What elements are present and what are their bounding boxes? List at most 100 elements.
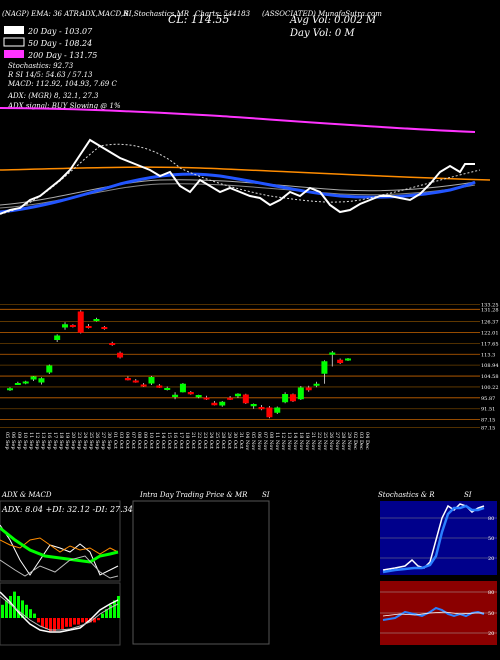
price-tick-label: 133.25: [481, 302, 499, 308]
date-tick-label: 23 Oct: [202, 432, 208, 449]
stochastics-si: SI: [464, 491, 472, 499]
price-tick-label: 95.87: [481, 396, 495, 402]
price-tick-label: 87.15: [481, 418, 495, 424]
price-tick-label: 113.3: [481, 352, 495, 358]
date-tick-label: 19 Nov: [304, 432, 310, 450]
stochastics-rsi-panel: Stochastics & R SI 80 50 20 80 50 20: [378, 491, 497, 645]
date-tick-label: 11 Oct: [154, 432, 160, 449]
date-tick-label: 18 Oct: [184, 432, 190, 449]
date-tick-label: 05 Sep: [4, 432, 10, 450]
candlesticks: [7, 310, 351, 419]
ema-gray-line-1: [0, 179, 476, 206]
macd-line: [0, 591, 119, 633]
candlestick: [305, 385, 312, 392]
macd-histogram-bar: [45, 618, 48, 629]
price-gridlines: [0, 303, 480, 429]
adx-macd-panel: ADX & MACD ADX: 8.04 +DI: 32.12 -DI: 27.…: [0, 491, 133, 646]
header-ema: (NAGP) EMA: 36 ATR:: [2, 10, 81, 18]
date-tick-label: 28 Nov: [340, 432, 346, 450]
rsi-label-50: 50: [488, 611, 494, 617]
candlestick: [22, 380, 29, 385]
price-tick-label: 91.51: [481, 407, 495, 413]
macd-histogram-bar: [37, 618, 40, 623]
candlestick: [38, 377, 45, 385]
candlestick: [101, 326, 108, 330]
date-tick-label: 08 Oct: [136, 432, 142, 449]
date-tick-label: 23 Sep: [76, 432, 82, 450]
date-tick-label: 13 Sep: [40, 432, 46, 450]
header-charts: Charts: 544183: [195, 10, 251, 18]
macd-histogram-bar: [77, 618, 80, 625]
ma20-swatch: [4, 26, 24, 34]
candlestick: [242, 393, 249, 404]
candlestick: [179, 383, 186, 393]
candlestick: [46, 364, 53, 374]
price-tick-label: 87.15: [481, 426, 495, 432]
date-tick-label: 26 Nov: [328, 432, 334, 450]
date-tick-label: 13 Nov: [286, 432, 292, 450]
stochastics-value: Stochastics: 92.73: [8, 62, 74, 70]
macd-histogram-bar: [73, 618, 76, 625]
adx-aux-line: [0, 555, 119, 579]
date-tick-label: 25 Nov: [322, 432, 328, 450]
date-tick-label: 11 Sep: [28, 432, 34, 450]
intraday-si: SI: [262, 491, 270, 499]
date-tick-label: 17 Sep: [52, 432, 58, 450]
macd-histogram-bar: [61, 618, 64, 629]
date-tick-label: 14 Oct: [160, 432, 166, 449]
macd-histogram-bar: [29, 609, 32, 618]
macd-histogram-bar: [1, 604, 4, 618]
candlestick: [156, 384, 163, 388]
candlestick: [274, 406, 281, 414]
date-tick-label: 16 Oct: [172, 432, 178, 449]
date-tick-label: 22 Oct: [196, 432, 202, 449]
candlestick: [85, 324, 92, 329]
ma50-swatch: [3, 37, 25, 47]
date-tick-label: 07 Oct: [130, 432, 136, 449]
price-tick-label: 131.28: [481, 307, 499, 313]
adx-panel-frame: [0, 500, 121, 582]
macd-signal-line: [0, 595, 119, 631]
macd-histogram-bar: [117, 596, 120, 618]
candlestick: [132, 379, 139, 383]
price-tick-label: 126.37: [481, 320, 499, 326]
candlestick: [164, 386, 171, 391]
candlestick: [140, 383, 147, 387]
macd-histogram-bar: [13, 591, 16, 618]
candlestick: [203, 395, 210, 400]
adx-panel-values: ADX: 8.04 +DI: 32.12 -DI: 27.34: [1, 505, 133, 514]
date-tick-label: 09 Sep: [16, 432, 22, 450]
candlestick: [321, 360, 328, 384]
candlestick: [337, 358, 344, 364]
candlestick: [258, 405, 265, 411]
stoch-label-50: 50: [488, 536, 494, 542]
ma20-label: 20 Day - 103.07: [27, 27, 93, 36]
date-tick-label: 25 Oct: [214, 432, 220, 449]
price-tick-label: 117.65: [481, 341, 499, 347]
intraday-title: Intra Day Trading Price & MR: [139, 491, 248, 499]
date-tick-label: 04 Oct: [124, 432, 130, 449]
adx-signal: ADX signal: BUY Slowing @ 1%: [7, 102, 121, 110]
macd-histogram-bar: [105, 609, 108, 618]
date-tick-label: 22 Nov: [316, 432, 322, 450]
stoch-label-80: 80: [488, 516, 494, 522]
candlestick: [172, 392, 179, 400]
date-axis: 05 Sep 06 Sep 09 Sep 10 Sep 11 Sep 12 Sep 13 S…: [4, 432, 370, 450]
ma200-swatch: [4, 50, 24, 58]
date-tick-label: 17 Oct: [178, 432, 184, 449]
macd-histogram-bar: [81, 618, 84, 623]
ma-overlay: [0, 107, 491, 215]
macd-value: MACD: 112.92, 104.93, 7.69 C: [7, 80, 117, 88]
ma20-line: [0, 138, 475, 215]
stochastics-title: Stochastics & R: [378, 491, 435, 499]
date-tick-label: 21 Oct: [190, 432, 196, 449]
date-tick-label: 04 Dec: [364, 432, 370, 450]
macd-histogram-bar: [113, 600, 116, 618]
macd-histogram-bar: [25, 604, 28, 618]
date-tick-label: 18 Sep: [58, 432, 64, 450]
date-tick-label: 01 Oct: [112, 432, 118, 449]
date-tick-label: 02 Dec: [352, 432, 358, 450]
macd-histogram-bar: [109, 604, 112, 618]
macd-histogram-bar: [33, 613, 36, 618]
